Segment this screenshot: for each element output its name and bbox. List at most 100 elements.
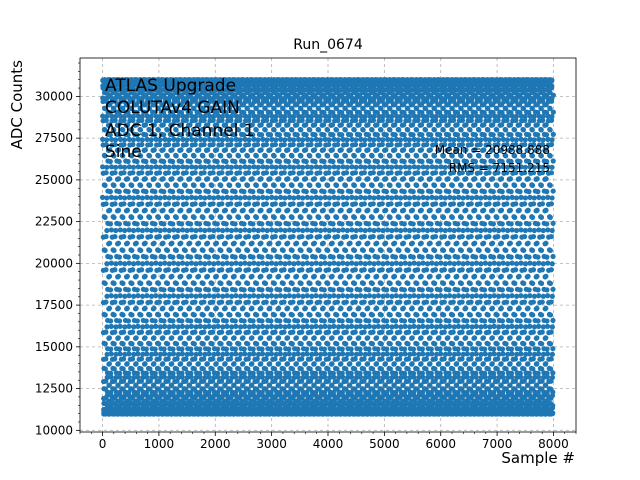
data-point [129,341,135,347]
data-point [187,305,193,311]
data-point [166,137,172,143]
data-point [120,182,126,188]
data-point [219,267,225,273]
data-point [335,170,341,176]
data-point [209,341,215,347]
data-point [143,287,149,293]
data-point [196,147,202,153]
data-point [273,227,279,234]
data-point [317,233,323,240]
data-point [144,323,150,329]
data-point [213,273,219,279]
data-point [335,227,342,234]
data-point [138,182,144,188]
data-point [182,153,188,159]
data-point [111,127,117,133]
data-point [222,207,229,213]
data-point [204,361,210,367]
data-point [254,341,260,347]
data-point [209,214,215,220]
data-point [195,361,202,367]
data-point [324,127,331,133]
data-point [133,207,139,213]
data-point [250,287,256,293]
data-point [197,323,203,329]
data-point [267,273,273,279]
data-point [147,299,154,305]
data-point [187,207,193,213]
data-point [307,341,313,347]
data-point [201,201,207,207]
data-point [102,182,108,188]
data-point [380,261,386,267]
data-point [152,132,158,138]
data-point [184,137,190,143]
data-point [334,341,340,347]
data-point [281,356,287,362]
data-point [286,318,292,324]
data-point [151,122,157,128]
data-point [241,254,247,260]
data-point [302,305,308,311]
data-point [112,117,118,124]
data-point [156,280,162,287]
data-point [155,214,162,220]
data-point [179,318,185,324]
data-point [116,287,123,293]
data-point [139,227,146,234]
data-point [196,158,202,165]
data-point [182,280,188,287]
data-point [125,189,131,195]
data-point [325,182,331,188]
data-point [290,201,296,207]
data-point [317,141,323,148]
data-point [264,164,270,170]
data-point [151,382,157,388]
data-point [138,329,145,335]
data-point [133,122,140,128]
data-point [219,201,225,207]
data-point [130,164,137,170]
data-point [179,189,185,195]
data-point [209,247,215,254]
data-point [144,227,150,233]
data-point [313,227,319,233]
data-point [374,158,381,165]
data-point [148,324,155,330]
data-point [161,189,167,195]
data-point [139,117,145,124]
data-point [312,254,318,260]
data-point [317,137,324,143]
data-point [326,201,332,207]
data-point [357,158,363,165]
data-point [351,182,357,188]
data-point [267,207,273,213]
data-point [311,305,317,311]
data-point [214,254,220,260]
data-point [205,318,212,324]
data-point [294,147,300,153]
data-point [126,136,132,142]
data-point [107,207,113,213]
data-point [369,182,375,188]
data-point [143,346,149,352]
data-point [112,113,119,120]
data-point [175,137,181,143]
data-point [170,254,176,260]
data-point [153,260,159,266]
data-point [358,260,364,266]
data-point [169,335,175,341]
data-point [175,374,182,381]
data-point [371,261,377,267]
data-point [138,247,144,254]
data-point [165,141,172,148]
data-point [223,346,230,352]
data-point [338,335,344,341]
data-point [246,261,253,267]
data-point [169,361,175,367]
data-point [240,305,246,311]
data-point [131,293,137,299]
data-point [378,182,384,188]
data-point [302,335,308,341]
data-point [299,141,305,148]
